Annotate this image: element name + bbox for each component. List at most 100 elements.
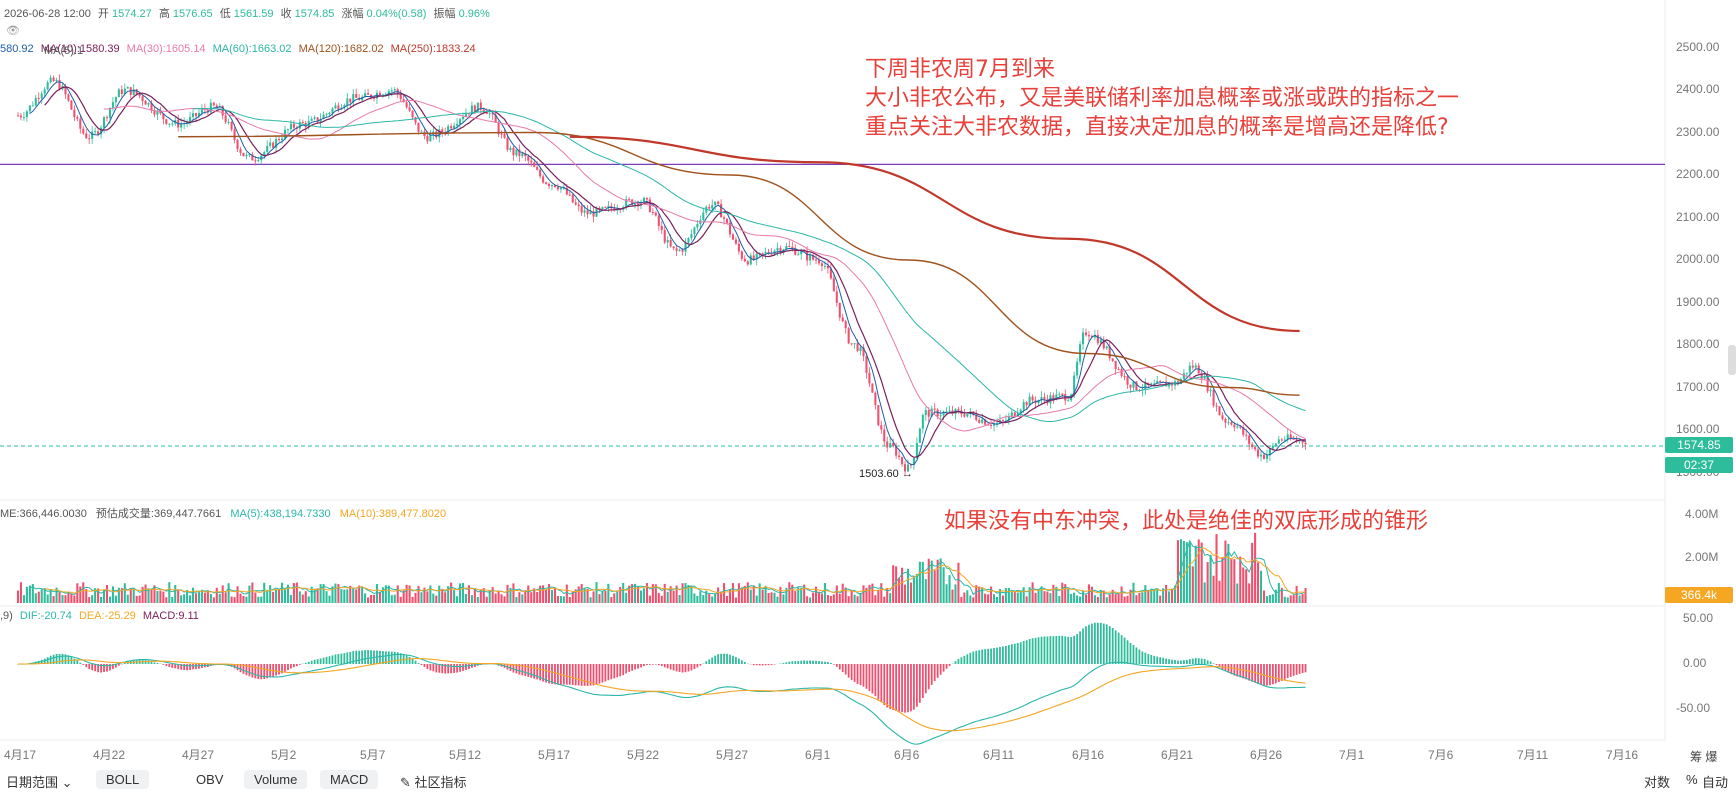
candle-body <box>106 117 108 118</box>
volume-bar <box>58 592 60 603</box>
log-scale-toggle[interactable]: 对数 <box>1638 770 1676 793</box>
candle-body <box>821 263 823 266</box>
volume-bar <box>865 588 867 603</box>
macd-histogram-bar <box>705 661 707 664</box>
macd-histogram-bar <box>254 664 256 678</box>
macd-histogram-bar <box>320 659 322 664</box>
candle-body <box>886 442 888 448</box>
volume-bar <box>370 595 372 603</box>
scroll-handle[interactable] <box>1728 345 1736 375</box>
candle-body <box>658 215 660 225</box>
volume-bar <box>1070 594 1072 603</box>
candle-body <box>367 93 369 95</box>
candle-body <box>738 244 740 252</box>
candle-body <box>355 94 357 98</box>
volume-bar <box>414 593 416 603</box>
obv-button[interactable]: OBV <box>190 770 229 789</box>
macd-histogram-bar <box>955 661 957 664</box>
date-tick-label: 6月11 <box>983 746 1014 763</box>
volume-bar <box>545 590 547 603</box>
volume-bar <box>1109 595 1111 603</box>
macd-histogram-bar <box>628 664 630 672</box>
volume-bar <box>35 593 37 603</box>
candle-body <box>417 123 419 132</box>
macd-histogram-bar <box>195 664 197 669</box>
date-tick-label: 4月27 <box>182 746 214 763</box>
volume-bar <box>708 594 710 603</box>
candle-body <box>1195 365 1197 367</box>
volume-bar <box>44 588 46 603</box>
macd-histogram-bar <box>824 662 826 664</box>
volume-bar <box>1254 533 1256 603</box>
macd-histogram-bar <box>1183 660 1185 664</box>
volume-bar <box>278 589 280 603</box>
candle-body <box>1032 397 1034 401</box>
candle-body <box>346 99 348 106</box>
macd-histogram-bar <box>1008 645 1010 664</box>
candle-body <box>883 430 885 442</box>
price-tick-label: 2200.00 <box>1676 167 1719 181</box>
volume-bar <box>1221 557 1223 603</box>
candle-body <box>477 103 479 113</box>
volume-bar <box>527 585 529 603</box>
candle-body <box>509 148 511 150</box>
volume-bar <box>1230 558 1232 603</box>
volume-bar <box>426 591 428 603</box>
volume-bar <box>379 592 381 603</box>
price-tick-label: 1800.00 <box>1676 337 1719 351</box>
macd-histogram-bar <box>1251 664 1253 682</box>
candle-body <box>1248 436 1250 445</box>
volume-bar <box>667 592 669 603</box>
volume-bar <box>756 596 758 603</box>
volume-bar <box>607 584 609 603</box>
macd-histogram-bar <box>961 657 963 664</box>
candle-body <box>145 101 147 105</box>
volume-bar <box>889 593 891 603</box>
macd-histogram-bar <box>771 664 773 665</box>
volume-button[interactable]: Volume <box>244 770 307 789</box>
candle-body <box>1088 335 1090 336</box>
date-range-button[interactable]: 日期范围 ⌄ <box>0 770 79 793</box>
volume-bar <box>1035 593 1037 603</box>
candle-body <box>557 187 559 189</box>
volume-bar <box>768 593 770 603</box>
candle-body <box>287 129 289 130</box>
macd-histogram-bar <box>717 654 719 664</box>
candle-body <box>1067 400 1069 401</box>
candle-body <box>1221 415 1223 419</box>
macd-histogram-bar <box>1195 658 1197 664</box>
candle-body <box>833 278 835 291</box>
candle-body <box>1082 332 1084 344</box>
macd-button[interactable]: MACD <box>320 770 378 789</box>
volume-bar <box>1014 592 1016 603</box>
volume-bar <box>53 596 55 603</box>
volume-bar <box>320 584 322 603</box>
auto-toggle[interactable]: 自动 <box>1696 770 1734 793</box>
macd-histogram-bar <box>59 654 61 664</box>
candle-body <box>720 204 722 217</box>
date-tick-label: 4月17 <box>4 746 36 763</box>
volume-bar <box>649 596 651 603</box>
candle-body <box>299 122 301 129</box>
macd-histogram-bar <box>62 654 64 664</box>
price-tick-label: 1700.00 <box>1676 380 1719 394</box>
macd-histogram-bar <box>1005 646 1007 664</box>
volume-bar <box>1284 597 1286 603</box>
macd-histogram-bar <box>661 664 663 666</box>
macd-histogram-bar <box>949 664 951 666</box>
boll-button[interactable]: BOLL <box>96 770 149 789</box>
volume-bar <box>833 594 835 603</box>
volume-bar <box>412 597 414 603</box>
corner-buttons[interactable]: 筹 爆 <box>1690 748 1717 765</box>
macd-histogram-bar <box>174 664 176 668</box>
community-indicators-button[interactable]: ✎ 社区指标 <box>394 770 473 793</box>
volume-bar <box>1236 583 1238 603</box>
volume-bar <box>432 594 434 603</box>
macd-histogram-bar <box>708 659 710 664</box>
macd-histogram-bar <box>676 664 678 671</box>
candle-body <box>337 105 339 109</box>
macd-histogram-bar <box>1284 664 1286 680</box>
volume-bar <box>1287 597 1289 603</box>
macd-tick-label: -50.00 <box>1676 701 1710 715</box>
volume-bar <box>862 585 864 603</box>
